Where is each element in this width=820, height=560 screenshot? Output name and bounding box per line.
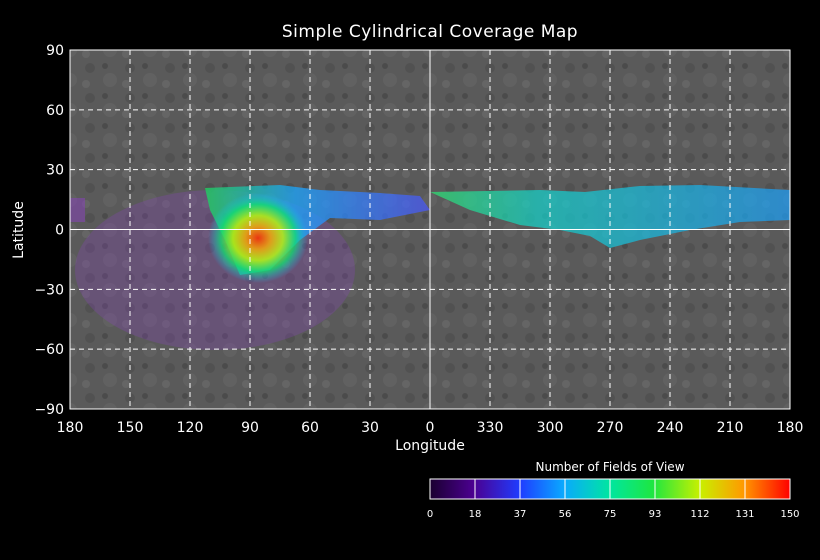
x-tick-label: 210 (717, 420, 744, 436)
y-tick-labels: 90 60 30 0 −30 −60 −90 (34, 43, 64, 418)
x-tick-label: 330 (477, 420, 504, 436)
colorbar-tick-label: 37 (514, 509, 527, 520)
x-tick-label: 30 (361, 420, 379, 436)
coverage-edge (70, 198, 85, 222)
y-tick-label: −30 (34, 282, 64, 298)
colorbar-tick-label: 112 (690, 509, 709, 520)
y-tick-label: −90 (34, 402, 64, 418)
colorbar-ticks: 0 18 37 56 75 93 112 131 150 (427, 479, 800, 520)
plot-frame (69, 49, 791, 410)
x-tick-label: 300 (537, 420, 564, 436)
y-axis-label: Latitude (10, 201, 27, 259)
y-tick-label: 90 (46, 43, 64, 59)
coverage-hotspot (208, 193, 308, 283)
y-tick-label: −60 (34, 342, 64, 358)
colorbar-tick-label: 18 (469, 509, 482, 520)
colorbar-tick-label: 93 (649, 509, 662, 520)
x-tick-label: 60 (301, 420, 319, 436)
x-tick-labels: 180 150 120 90 60 30 0 330 300 270 240 210 180 (57, 420, 804, 436)
y-tick-label: 0 (55, 223, 64, 239)
x-tick-label: 90 (241, 420, 259, 436)
x-tick-label: 180 (57, 420, 84, 436)
y-tick-label: 30 (46, 163, 64, 179)
colorbar-tick-label: 150 (780, 509, 799, 520)
colorbar-tick-label: 56 (559, 509, 572, 520)
x-tick-label: 270 (597, 420, 624, 436)
x-tick-label: 150 (117, 420, 144, 436)
colorbar-tick-label: 75 (604, 509, 617, 520)
colorbar-tick-label: 0 (427, 509, 433, 520)
y-tick-label: 60 (46, 103, 64, 119)
x-tick-label: 240 (657, 420, 684, 436)
colorbar-title: Number of Fields of View (535, 460, 685, 474)
x-tick-label: 180 (777, 420, 804, 436)
colorbar-tick-label: 131 (735, 509, 754, 520)
map-title: Simple Cylindrical Coverage Map (281, 22, 579, 42)
x-tick-label: 120 (177, 420, 204, 436)
x-axis-label: Longitude (395, 438, 465, 454)
x-tick-label: 0 (426, 420, 435, 436)
